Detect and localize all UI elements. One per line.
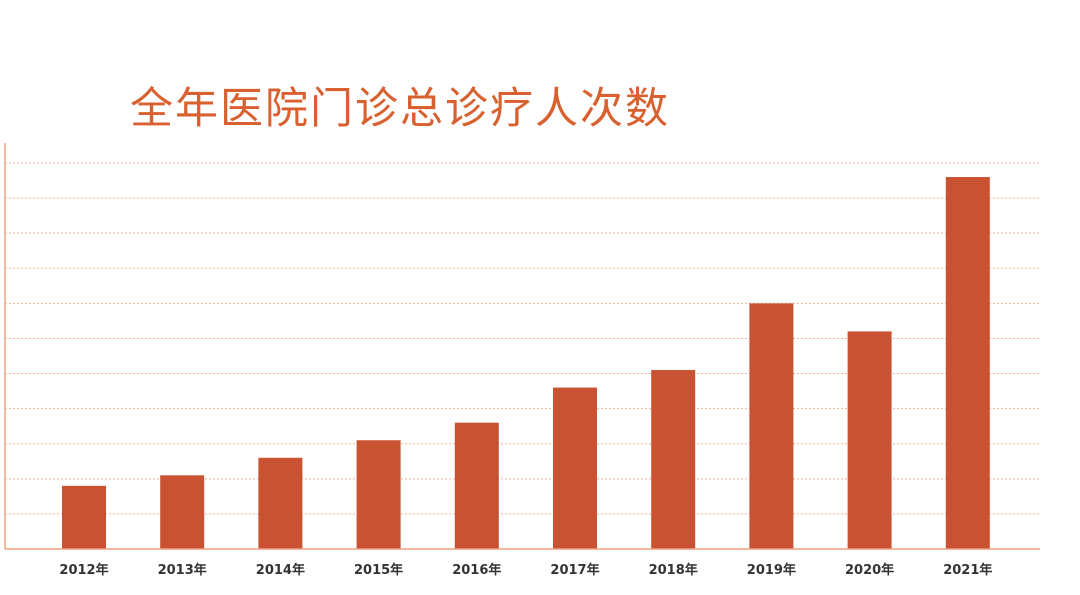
bar-2021年 <box>945 177 990 549</box>
x-tick-label: 2019年 <box>747 562 796 578</box>
x-tick-label: 2020年 <box>845 562 894 578</box>
x-tick-labels: 2012年 2013年 2014年 2015年 2016年 2017年 2018年 2019年… <box>59 562 992 578</box>
x-tick-label: 2012年 <box>59 562 108 578</box>
x-tick-label: 2021年 <box>943 562 992 578</box>
bar-2012年 <box>62 485 106 549</box>
x-tick-label: 2018年 <box>649 562 698 578</box>
x-tick-label: 2015年 <box>354 562 403 578</box>
bar-2016年 <box>454 422 499 549</box>
x-tick-label: 2013年 <box>158 562 207 578</box>
bar-2015年 <box>356 440 401 549</box>
bar-2018年 <box>651 370 696 549</box>
bar-2013年 <box>160 475 205 549</box>
x-tick-label: 2016年 <box>452 562 501 578</box>
bar-2019年 <box>749 303 794 549</box>
bar-2020年 <box>847 331 892 549</box>
bar-2017年 <box>553 387 597 549</box>
bar-2014年 <box>258 457 303 549</box>
axes <box>4 143 1040 550</box>
x-tick-label: 2014年 <box>256 562 305 578</box>
x-tick-label: 2017年 <box>550 562 599 578</box>
bars <box>62 177 990 549</box>
chart-title: 全年医院门诊总诊疗人次数 <box>130 84 670 134</box>
